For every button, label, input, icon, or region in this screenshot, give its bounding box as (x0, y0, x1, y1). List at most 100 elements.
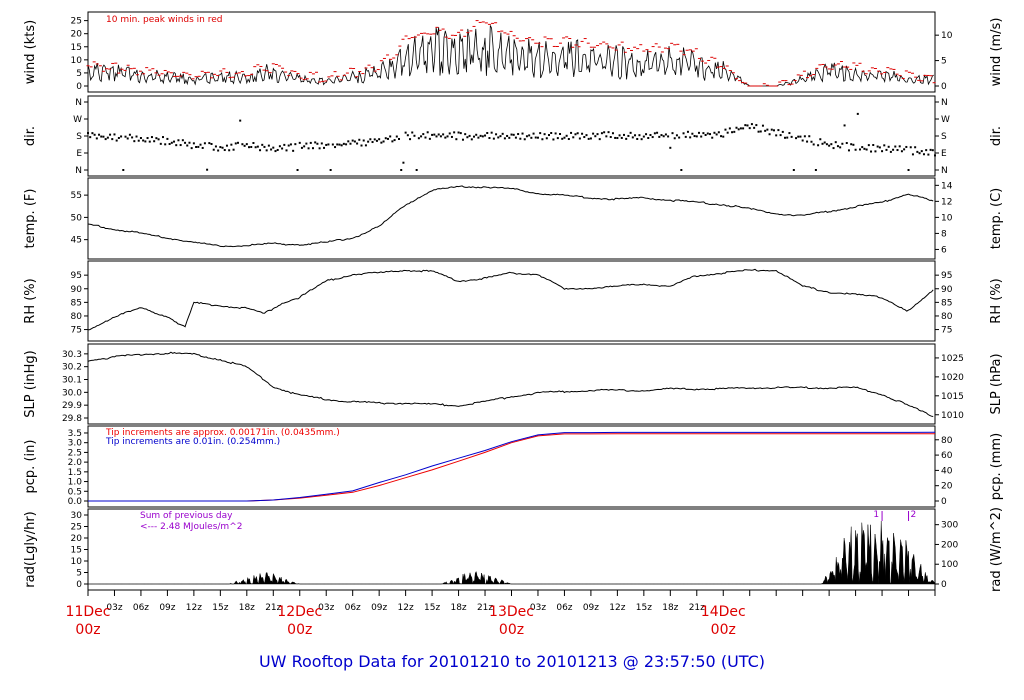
direction-point (497, 136, 500, 139)
direction-point (417, 137, 420, 140)
left-tick-label: 15 (71, 546, 82, 556)
direction-point (217, 149, 220, 152)
direction-point (212, 148, 215, 151)
left-tick-label: 0.0 (68, 497, 83, 507)
x-hour-label: 03z (530, 603, 546, 613)
direction-point (437, 133, 440, 136)
direction-point (190, 147, 193, 150)
direction-point (583, 136, 586, 139)
direction-point (642, 135, 645, 138)
direction-point (914, 146, 917, 149)
right-tick-label: 1020 (941, 373, 964, 383)
right-tick-label: 200 (941, 540, 958, 550)
direction-point (545, 137, 548, 140)
direction-point (845, 142, 848, 145)
direction-point (885, 148, 888, 151)
x-day-label: 14Dec (701, 604, 746, 620)
direction-point (426, 131, 429, 134)
direction-point (386, 137, 389, 140)
direction-point (611, 132, 614, 135)
direction-point (161, 136, 164, 139)
direction-point (351, 139, 354, 142)
direction-point (739, 127, 742, 130)
direction-point (539, 132, 542, 135)
x-hour-label: 21z (689, 603, 705, 613)
right-tick-label: S (941, 132, 947, 142)
panel-frame-temp (87, 177, 936, 260)
direction-point (572, 136, 575, 139)
direction-point (819, 138, 822, 141)
direction-point (768, 133, 771, 136)
direction-point (267, 144, 270, 147)
direction-point (142, 139, 145, 142)
direction-point (715, 133, 718, 136)
direction-point (629, 131, 632, 134)
direction-point (400, 169, 403, 171)
direction-point (704, 134, 707, 137)
direction-point (706, 132, 709, 135)
direction-point (567, 138, 570, 141)
right-tick-label: W (941, 115, 950, 125)
direction-point (596, 133, 599, 136)
direction-point (889, 150, 892, 153)
direction-point (528, 134, 531, 137)
direction-point (894, 145, 897, 148)
direction-point (847, 149, 850, 152)
direction-point (620, 136, 623, 139)
direction-point (475, 133, 478, 136)
direction-point (892, 148, 895, 151)
left-tick-label: 30 (71, 511, 83, 521)
direction-point (294, 143, 297, 146)
direction-point (450, 135, 453, 138)
left-tick-label: 3.0 (68, 439, 83, 449)
direction-point (742, 127, 745, 130)
direction-point (788, 132, 791, 135)
direction-point (609, 136, 612, 139)
direction-point (120, 135, 123, 138)
direction-point (358, 138, 361, 141)
direction-point (878, 146, 881, 149)
direction-point (929, 148, 932, 151)
direction-point (887, 145, 890, 148)
direction-point (106, 136, 109, 139)
direction-point (166, 137, 169, 140)
direction-point (647, 137, 650, 140)
direction-point (898, 145, 901, 148)
left-tick-label: 30.1 (62, 376, 82, 386)
direction-point (905, 145, 908, 148)
direction-point (243, 144, 246, 147)
left-tick-label: 5 (76, 69, 82, 79)
direction-point (920, 150, 923, 153)
right-tick-label: 20 (941, 482, 953, 492)
direction-point (916, 150, 919, 153)
direction-point (806, 140, 809, 143)
direction-point (649, 134, 652, 137)
direction-point (759, 130, 762, 133)
direction-point (464, 133, 467, 136)
y-axis-label-left: temp. (F) (23, 189, 38, 249)
direction-point (184, 141, 187, 144)
direction-point (316, 142, 319, 145)
direction-point (748, 127, 751, 130)
right-tick-label: 5 (941, 57, 947, 67)
direction-point (744, 124, 747, 127)
direction-point (556, 137, 559, 140)
direction-point (131, 136, 134, 139)
direction-point (872, 144, 875, 147)
direction-point (552, 138, 555, 141)
direction-point (228, 149, 231, 152)
direction-point (675, 134, 678, 137)
direction-point (618, 134, 621, 137)
x-day-hour-label: 00z (499, 622, 524, 638)
direction-point (680, 169, 683, 171)
direction-point (378, 138, 381, 141)
direction-point (607, 131, 610, 134)
direction-point (799, 135, 802, 138)
direction-point (177, 139, 180, 142)
direction-point (636, 137, 639, 140)
right-tick-label: 8 (941, 229, 947, 239)
direction-point (693, 135, 696, 138)
direction-point (689, 136, 692, 139)
x-day-label: 11Dec (66, 604, 111, 620)
direction-point (722, 135, 725, 138)
